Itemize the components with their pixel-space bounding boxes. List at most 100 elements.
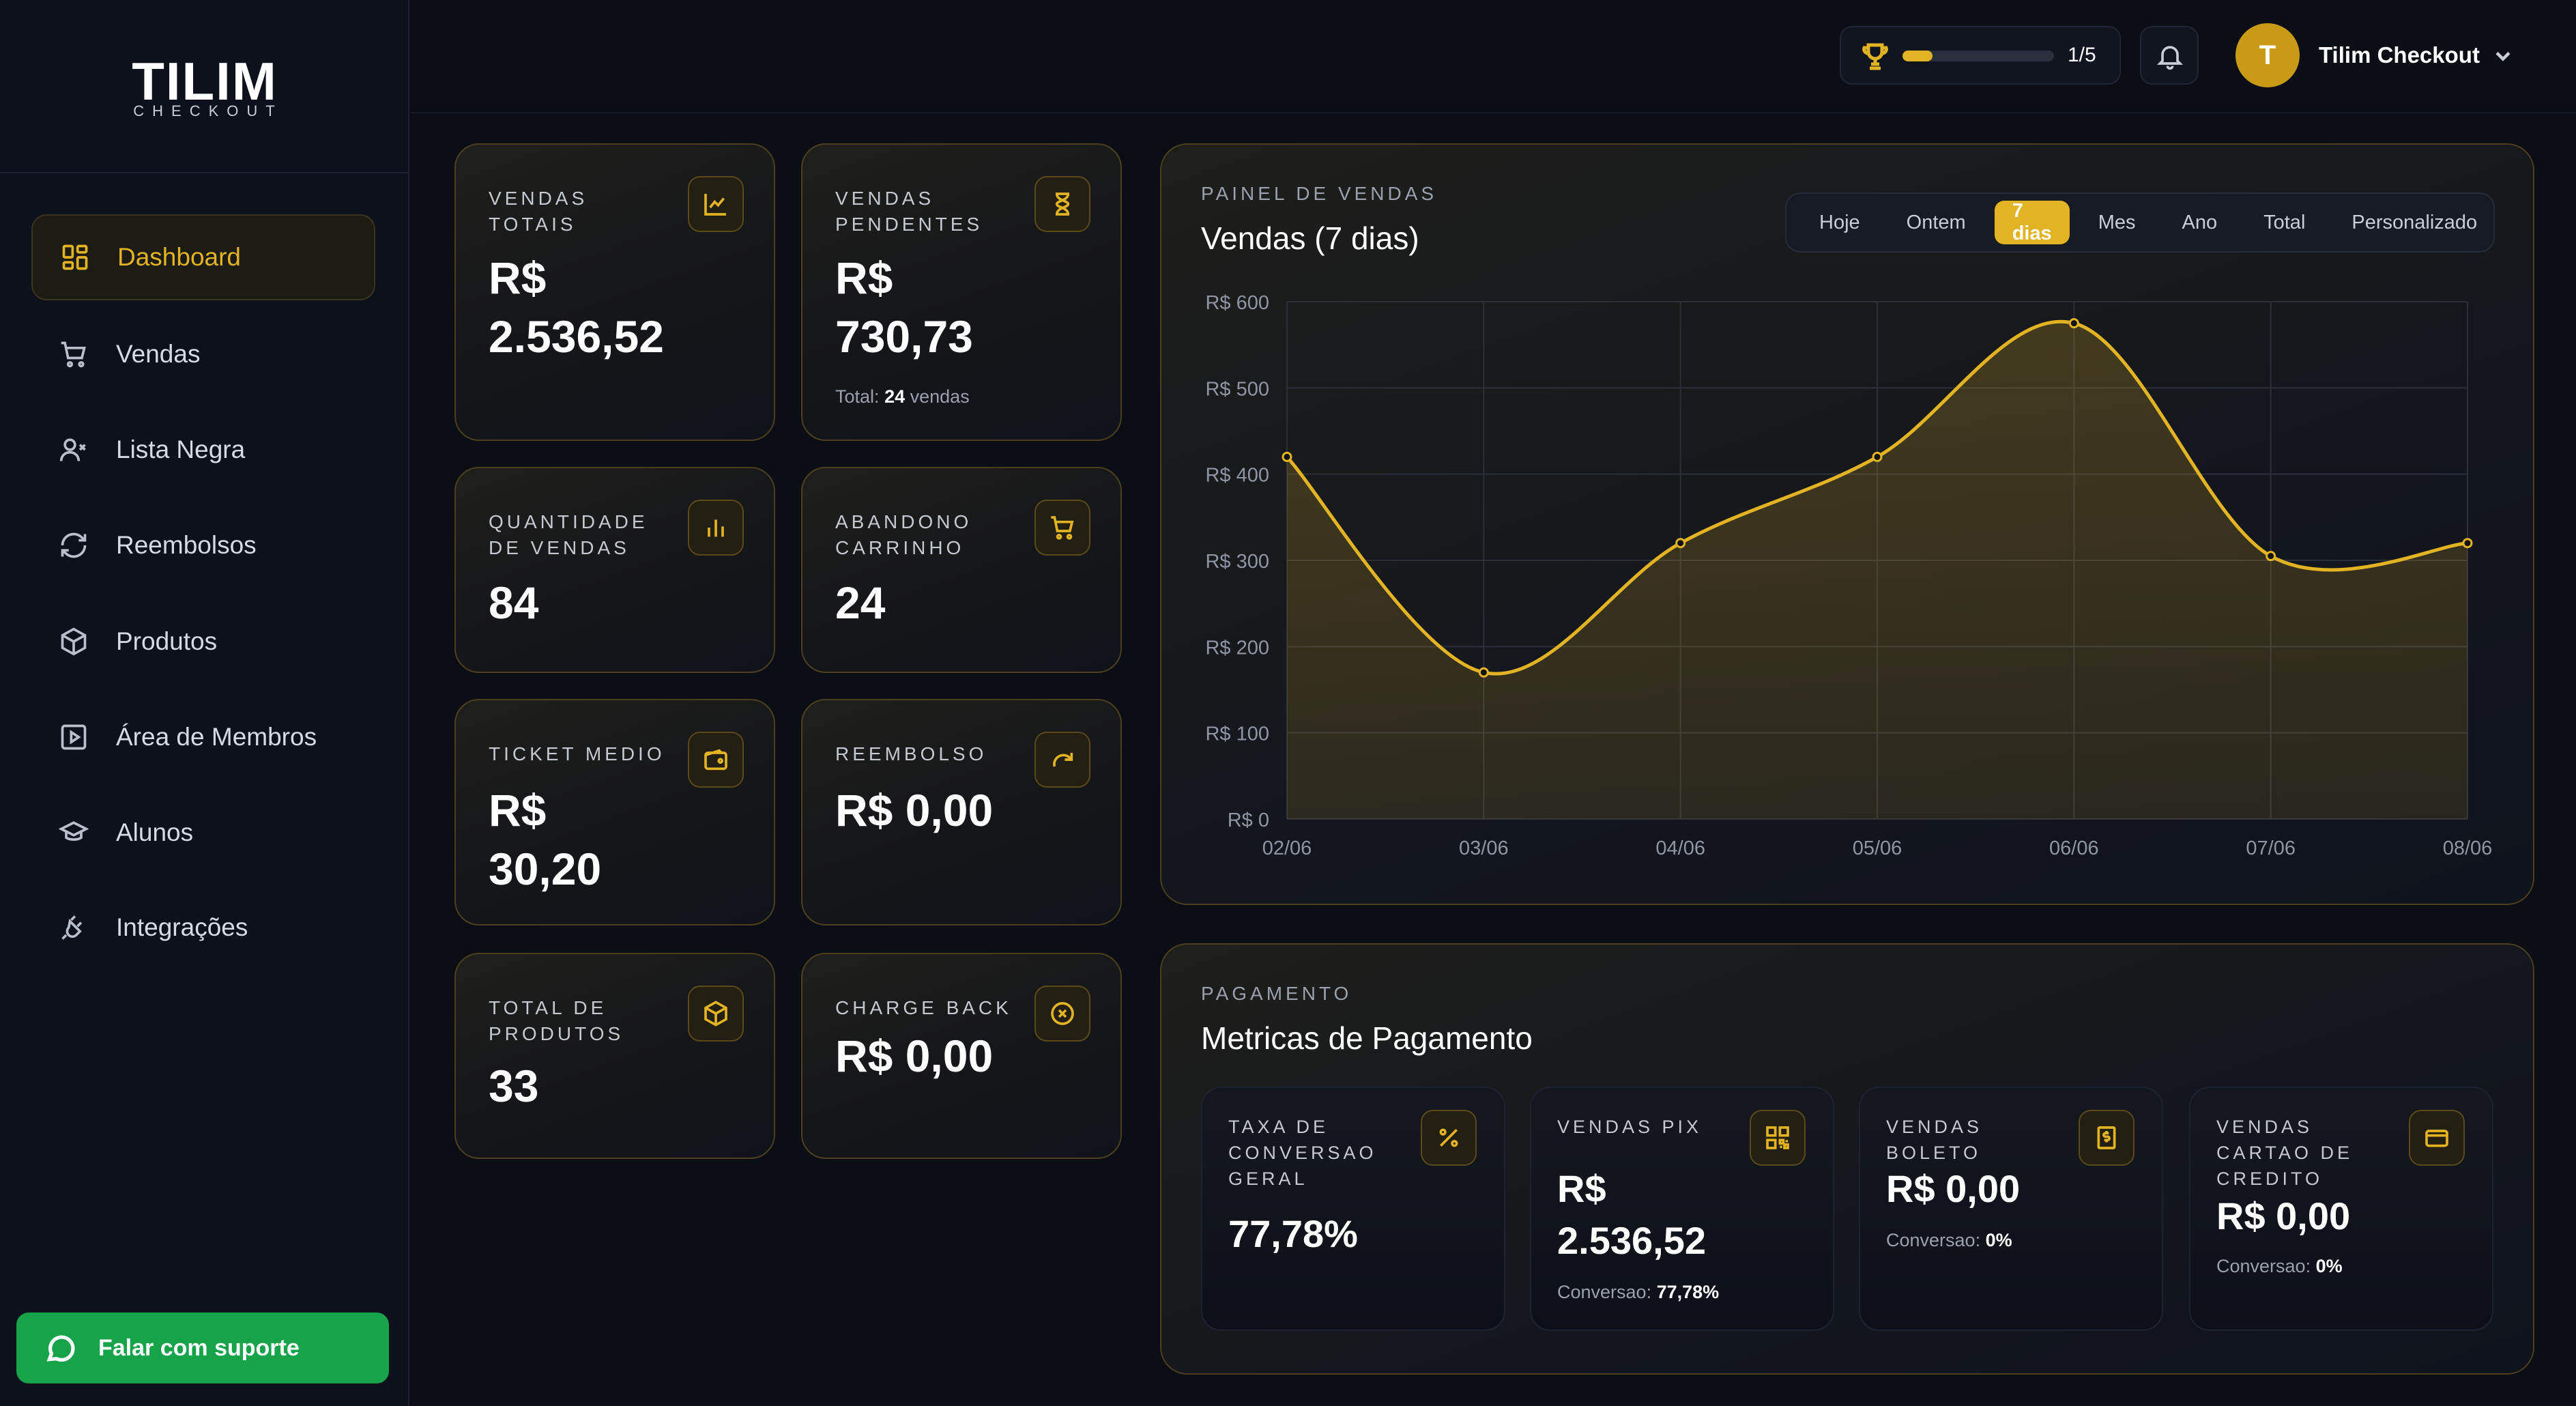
stat-value: 84 [489, 577, 539, 628]
x-tick-label: 03/06 [1459, 837, 1509, 859]
topbar [411, 0, 2576, 113]
stat-label: QUANTIDADE DE VENDAS [489, 511, 648, 558]
y-tick-label: R$ 0 [1228, 809, 1269, 831]
payment-card-boleto: VENDAS BOLETO R$ 0,00 Conversao: 0% [1859, 1087, 2163, 1331]
wallet-icon [688, 732, 744, 788]
stat-card-vendas-totais: VENDAS TOTAIS R$ 2.536,52 [454, 143, 775, 441]
payment-label: VENDAS PIX [1557, 1117, 1703, 1137]
dashboard-icon [62, 244, 88, 270]
sidebar-item-area-membros[interactable]: Área de Membros [31, 694, 375, 780]
sidebar-item-label: Área de Membros [116, 723, 317, 751]
cart-icon [61, 341, 86, 368]
sidebar-item-lista-negra[interactable]: Lista Negra [31, 407, 375, 493]
stat-card-reembolso: REEMBOLSO R$ 0,00 [801, 699, 1122, 926]
support-button[interactable]: Falar com suporte [16, 1312, 389, 1383]
stat-value: 33 [489, 1061, 539, 1111]
sidebar-item-alunos[interactable]: Alunos [31, 790, 375, 876]
sidebar-item-reembolsos[interactable]: Reembolsos [31, 502, 375, 588]
sidebar-item-label: Integrações [116, 913, 248, 941]
percent-icon [1421, 1110, 1477, 1166]
achievements-widget[interactable]: 1/5 [1840, 26, 2121, 85]
play-square-icon [61, 724, 87, 750]
stat-card-quantidade-vendas: QUANTIDADE DE VENDAS 84 [454, 467, 775, 673]
filter-hoje[interactable]: Hoje [1819, 211, 1860, 233]
data-point[interactable] [2266, 551, 2276, 562]
box-icon [688, 986, 744, 1042]
graduation-cap-icon [59, 821, 89, 841]
data-point[interactable] [1478, 667, 1489, 678]
plug-icon [61, 915, 83, 940]
data-point[interactable] [2462, 538, 2473, 549]
stat-label: TICKET MEDIO [489, 743, 665, 764]
data-point[interactable] [1675, 538, 1686, 549]
filter-ano[interactable]: Ano [2182, 211, 2218, 233]
panel-title: Vendas (7 dias) [1201, 220, 1419, 256]
stat-card-ticket-medio: TICKET MEDIO R$ 30,20 [454, 699, 775, 926]
box-icon [61, 627, 87, 656]
notifications-button[interactable] [2140, 26, 2199, 85]
user-name[interactable]: Tilim Checkout [2319, 42, 2480, 68]
filter-ontem[interactable]: Ontem [1906, 211, 1966, 233]
achievement-progress-text: 1/5 [2068, 44, 2096, 66]
brand-logo[interactable]: TILIM CHECKOUT [0, 0, 409, 173]
payment-card-pix: VENDAS PIX R$ 2.536,52 Conversao: 77,78% [1530, 1087, 1834, 1331]
payment-sub: Conversao: 0% [1886, 1230, 2012, 1250]
stat-label: VENDAS TOTAIS [489, 188, 588, 235]
panel-label: PAINEL DE VENDAS [1201, 183, 1438, 204]
stat-card-charge-back: CHARGE BACK R$ 0,00 [801, 953, 1122, 1159]
sidebar-item-integracoes[interactable]: Integrações [31, 885, 375, 971]
stat-label: VENDAS PENDENTES [835, 188, 983, 235]
stat-value: 24 [835, 577, 886, 628]
filter-7-dias[interactable]: 7 dias [1994, 200, 2070, 244]
stat-value: R$ 0,00 [835, 785, 994, 835]
payment-label: VENDAS BOLETO [1886, 1117, 1983, 1163]
data-point[interactable] [1872, 451, 1883, 462]
x-circle-icon [1034, 986, 1090, 1042]
logo-sub-text: CHECKOUT [133, 102, 283, 119]
sidebar-item-label: Produtos [116, 627, 218, 655]
panel-label: PAGAMENTO [1201, 983, 1352, 1004]
chevron-down-icon[interactable] [2491, 44, 2515, 68]
sales-area-chart: R$ 0 R$ 100 R$ 200 R$ 300 R$ 400 R$ 500 R$ 600… [1205, 292, 2492, 859]
achievement-progress-bar [1902, 51, 2054, 61]
sidebar-item-produtos[interactable]: Produtos [31, 599, 375, 685]
sidebar-item-dashboard[interactable]: Dashboard [31, 214, 375, 300]
payment-card-cartao: VENDAS CARTAO DE CREDITO R$ 0,00 Convers… [2189, 1087, 2493, 1331]
dollar-receipt-icon [2079, 1110, 2134, 1166]
panel-title: Metricas de Pagamento [1201, 1020, 1533, 1056]
x-tick-label: 04/06 [1655, 837, 1705, 859]
stat-value: R$ 0,00 [835, 1031, 994, 1081]
payment-sub: Conversao: 0% [2216, 1256, 2343, 1276]
y-tick-label: R$ 200 [1205, 637, 1269, 659]
filter-total[interactable]: Total [2263, 211, 2306, 233]
user-x-icon [59, 438, 86, 461]
credit-card-icon [2409, 1110, 2465, 1166]
filter-mes[interactable]: Mes [2098, 211, 2136, 233]
data-point[interactable] [2068, 318, 2079, 329]
sidebar-item-vendas[interactable]: Vendas [31, 311, 375, 397]
payment-value: 77,78% [1228, 1212, 1358, 1255]
bell-icon [2156, 46, 2184, 70]
avatar[interactable]: T [2235, 23, 2300, 87]
payment-label: VENDAS CARTAO DE CREDITO [2216, 1117, 2354, 1189]
y-tick-label: R$ 500 [1205, 378, 1269, 400]
refresh-icon [61, 532, 87, 558]
hourglass-icon [1034, 176, 1090, 232]
qr-code-icon [1750, 1110, 1806, 1166]
sidebar-item-label: Alunos [116, 818, 194, 846]
stat-label: CHARGE BACK [835, 997, 1012, 1018]
data-point[interactable] [1282, 451, 1292, 462]
trophy-icon [1862, 43, 1888, 70]
y-tick-label: R$ 300 [1205, 551, 1269, 573]
sales-panel: PAINEL DE VENDAS Vendas (7 dias) Hoje Ont… [1160, 143, 2534, 905]
payment-panel: PAGAMENTO Metricas de Pagamento TAXA DE … [1160, 943, 2534, 1375]
stat-sub: Total: 24 vendas [835, 386, 970, 407]
cart-icon [1034, 500, 1090, 556]
payment-value: R$ 0,00 [2216, 1194, 2351, 1237]
stat-label: TOTAL DE PRODUTOS [489, 997, 624, 1044]
stat-label: REEMBOLSO [835, 743, 987, 764]
stat-value: R$ 2.536,52 [489, 253, 664, 362]
filter-personalizado[interactable]: Personalizado [2351, 211, 2478, 233]
sidebar-item-label: Lista Negra [116, 435, 246, 463]
bar-chart-icon [688, 500, 744, 556]
